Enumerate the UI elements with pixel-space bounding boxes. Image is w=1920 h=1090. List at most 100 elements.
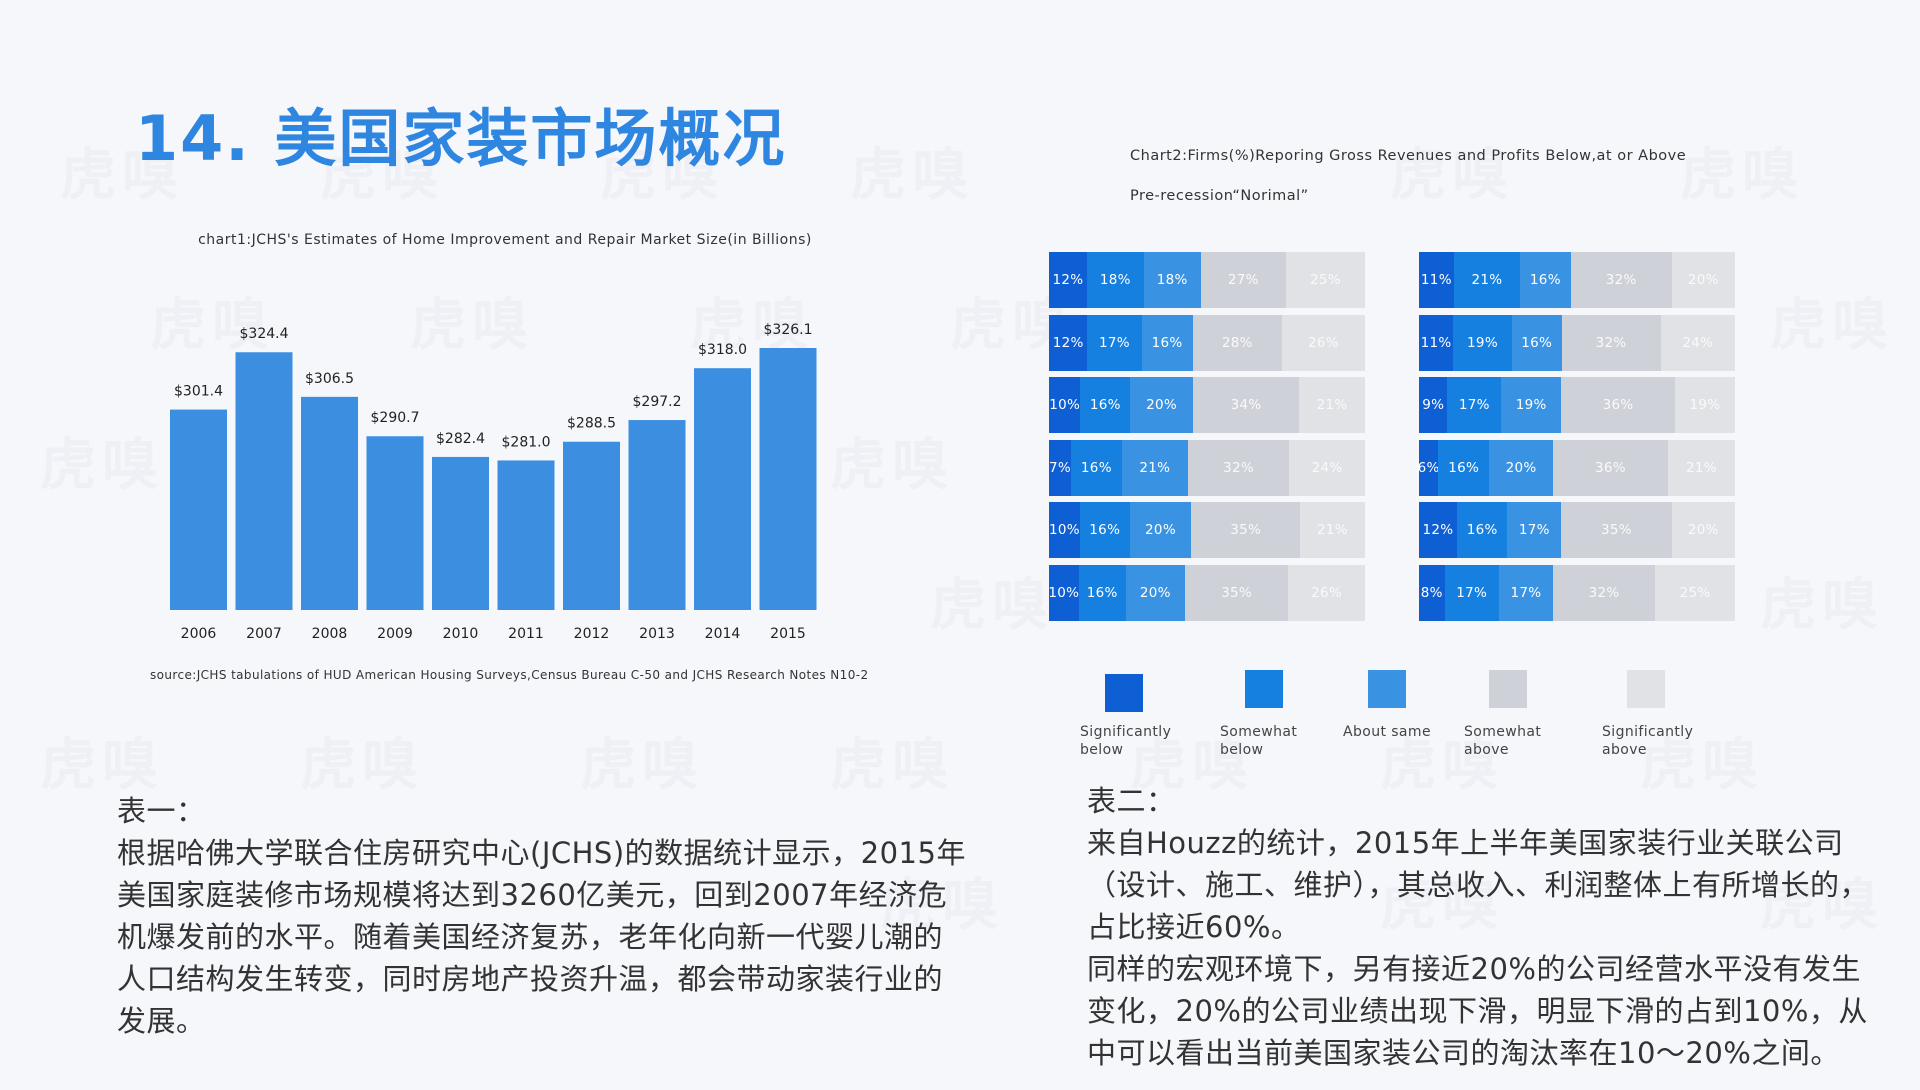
chart2-segment: 20% <box>1129 502 1192 558</box>
chart2-legend-item: About same <box>1343 670 1483 741</box>
chart1-data-label: $318.0 <box>698 342 747 358</box>
chart2-segment: 25% <box>1285 252 1365 308</box>
chart2-segment: 32% <box>1570 252 1672 308</box>
chart1-data-label: $306.5 <box>305 371 354 387</box>
chart2-bar-row: 12% 18% 18% 27% 25% <box>1049 252 1365 308</box>
chart2-legend: Significantly below Somewhat below About s… <box>1080 670 1780 770</box>
chart2-segment: 10% <box>1049 502 1080 558</box>
chart2-title-line1: Chart2:Firms(%)Reporing Gross Revenues a… <box>1130 148 1687 164</box>
chart1-bar <box>628 420 686 610</box>
chart2-legend-item: Somewhat above <box>1464 670 1604 759</box>
chart2-segment: 12% <box>1049 314 1088 371</box>
chart2-legend-label: Somewhat above <box>1464 724 1542 758</box>
note-left-heading: 表一： <box>117 794 206 828</box>
chart1-x-tick-label: 2007 <box>246 626 282 642</box>
chart2-segment: 18% <box>1143 252 1201 308</box>
chart2-legend-label: Significantly below <box>1080 724 1172 758</box>
chart1-data-label: $290.7 <box>371 410 420 426</box>
chart2-segment: 32% <box>1188 439 1290 496</box>
chart2-legend-label: Somewhat below <box>1220 724 1298 758</box>
chart2-legend-swatch <box>1105 674 1143 712</box>
chart1-data-label: $326.1 <box>764 322 813 338</box>
chart2-segment: 16% <box>1520 252 1571 308</box>
chart2-legend-swatch <box>1627 670 1665 708</box>
chart2-segment: 34% <box>1192 377 1300 433</box>
chart2-panel-right: 11% 21% 16% 32% 20% 11% 19% 16% 32% 24% 9% 17% 19% 36… <box>1419 252 1735 627</box>
chart2-segment: 35% <box>1184 564 1289 621</box>
chart2-segment: 17% <box>1444 564 1499 621</box>
chart1-bar <box>170 409 227 610</box>
note-right: 表二： 来自Houzz的统计，2015年上半年美国家装行业关联公司（设计、施工、… <box>1087 780 1887 1074</box>
chart2-segment: 11% <box>1419 314 1454 371</box>
chart2-legend-swatch <box>1368 670 1406 708</box>
chart2-segment: 35% <box>1561 502 1672 558</box>
chart2-segment: 10% <box>1049 564 1079 621</box>
chart2-segment: 20% <box>1125 564 1185 621</box>
chart2-segment: 12% <box>1419 502 1457 558</box>
chart2-segment: 32% <box>1553 564 1656 621</box>
chart2-segment: 16% <box>1079 502 1130 558</box>
chart2-segment: 6% <box>1419 439 1439 496</box>
chart1-bar <box>497 460 555 610</box>
chart2-segment: 12% <box>1049 252 1087 308</box>
watermark: 虎嗅 <box>850 143 974 208</box>
chart2-segment: 32% <box>1561 314 1661 371</box>
chart2-legend-item: Significantly below <box>1080 670 1220 759</box>
chart2-bar-row: 12% 17% 16% 28% 26% <box>1049 314 1365 371</box>
chart2-segment: 35% <box>1191 502 1300 558</box>
watermark: 虎嗅 <box>300 733 424 798</box>
chart2-bar-row: 6%16%20%36%21% <box>1419 439 1735 496</box>
note-left-body: 根据哈佛大学联合住房研究中心(JCHS)的数据统计显示，2015年美国家庭装修市… <box>117 836 966 1038</box>
chart2-bar-row: 12% 16% 17% 35% 20% <box>1419 502 1735 558</box>
chart2-segment: 16% <box>1141 314 1193 371</box>
chart1-x-tick-label: 2015 <box>770 626 806 642</box>
chart2-segment: 21% <box>1299 502 1365 558</box>
chart1-bar <box>301 396 358 610</box>
chart1-title: chart1:JCHS's Estimates of Home Improvem… <box>198 232 812 248</box>
chart1-bar <box>759 348 817 610</box>
chart2-segment: 17% <box>1087 314 1142 371</box>
chart2-segment: 8% <box>1419 564 1445 621</box>
chart2-legend-item: Somewhat below <box>1220 670 1360 759</box>
note-left: 表一： 根据哈佛大学联合住房研究中心(JCHS)的数据统计显示，2015年美国家… <box>117 790 967 1042</box>
chart2-segment: 20% <box>1671 502 1735 558</box>
chart2-segment: 20% <box>1489 439 1554 496</box>
chart1-bar <box>366 436 424 610</box>
chart1-data-label: $301.4 <box>174 384 223 400</box>
watermark: 虎嗅 <box>40 433 164 498</box>
chart1-data-label: $288.5 <box>567 416 616 432</box>
chart2-legend-label: About same <box>1343 724 1431 740</box>
note-right-body-1: 来自Houzz的统计，2015年上半年美国家装行业关联公司（设计、施工、维护），… <box>1087 826 1870 944</box>
chart2-segment: 16% <box>1071 439 1122 496</box>
chart1-data-label: $282.4 <box>436 431 485 447</box>
watermark: 虎嗅 <box>580 733 704 798</box>
chart2-segment: 24% <box>1660 314 1735 371</box>
chart2-segment: 25% <box>1655 564 1735 621</box>
chart2-legend-item: Significantly above <box>1602 670 1742 759</box>
chart2-segment: 26% <box>1281 314 1365 371</box>
chart2-segment: 16% <box>1511 314 1562 371</box>
chart2-segment: 16% <box>1078 564 1126 621</box>
chart1-x-tick-label: 2006 <box>181 626 217 642</box>
note-right-body-2: 同样的宏观环境下，另有接近20%的公司经营水平没有发生变化，20%的公司业绩出现… <box>1087 952 1868 1070</box>
chart1-bar <box>694 368 751 610</box>
chart2-segment: 16% <box>1080 377 1131 433</box>
chart2-segment: 18% <box>1086 252 1144 308</box>
chart2-segment: 17% <box>1507 502 1562 558</box>
watermark: 虎嗅 <box>1770 293 1894 358</box>
chart1-data-label: $297.2 <box>633 394 682 410</box>
watermark: 虎嗅 <box>830 733 954 798</box>
chart2-legend-swatch <box>1489 670 1527 708</box>
chart2-legend-label: Significantly above <box>1602 724 1694 758</box>
chart1-bar <box>235 352 293 610</box>
chart2-bar-row: 9% 17% 19% 36% 19% <box>1419 377 1735 433</box>
chart2-segment: 17% <box>1498 564 1554 621</box>
chart2-segment: 36% <box>1561 377 1675 433</box>
chart2-segment: 19% <box>1674 377 1735 433</box>
chart2-title: Chart2:Firms(%)Reporing Gross Revenues a… <box>1130 136 1770 216</box>
chart2-segment: 16% <box>1456 502 1508 558</box>
chart1-x-tick-label: 2014 <box>705 626 741 642</box>
chart1-x-tick-label: 2011 <box>508 626 544 642</box>
chart1-x-tick-label: 2013 <box>639 626 675 642</box>
chart1-bar-chart: $301.4 2006 $324.4 2007 $306.5 2008 $290.7 2009… <box>170 322 817 642</box>
